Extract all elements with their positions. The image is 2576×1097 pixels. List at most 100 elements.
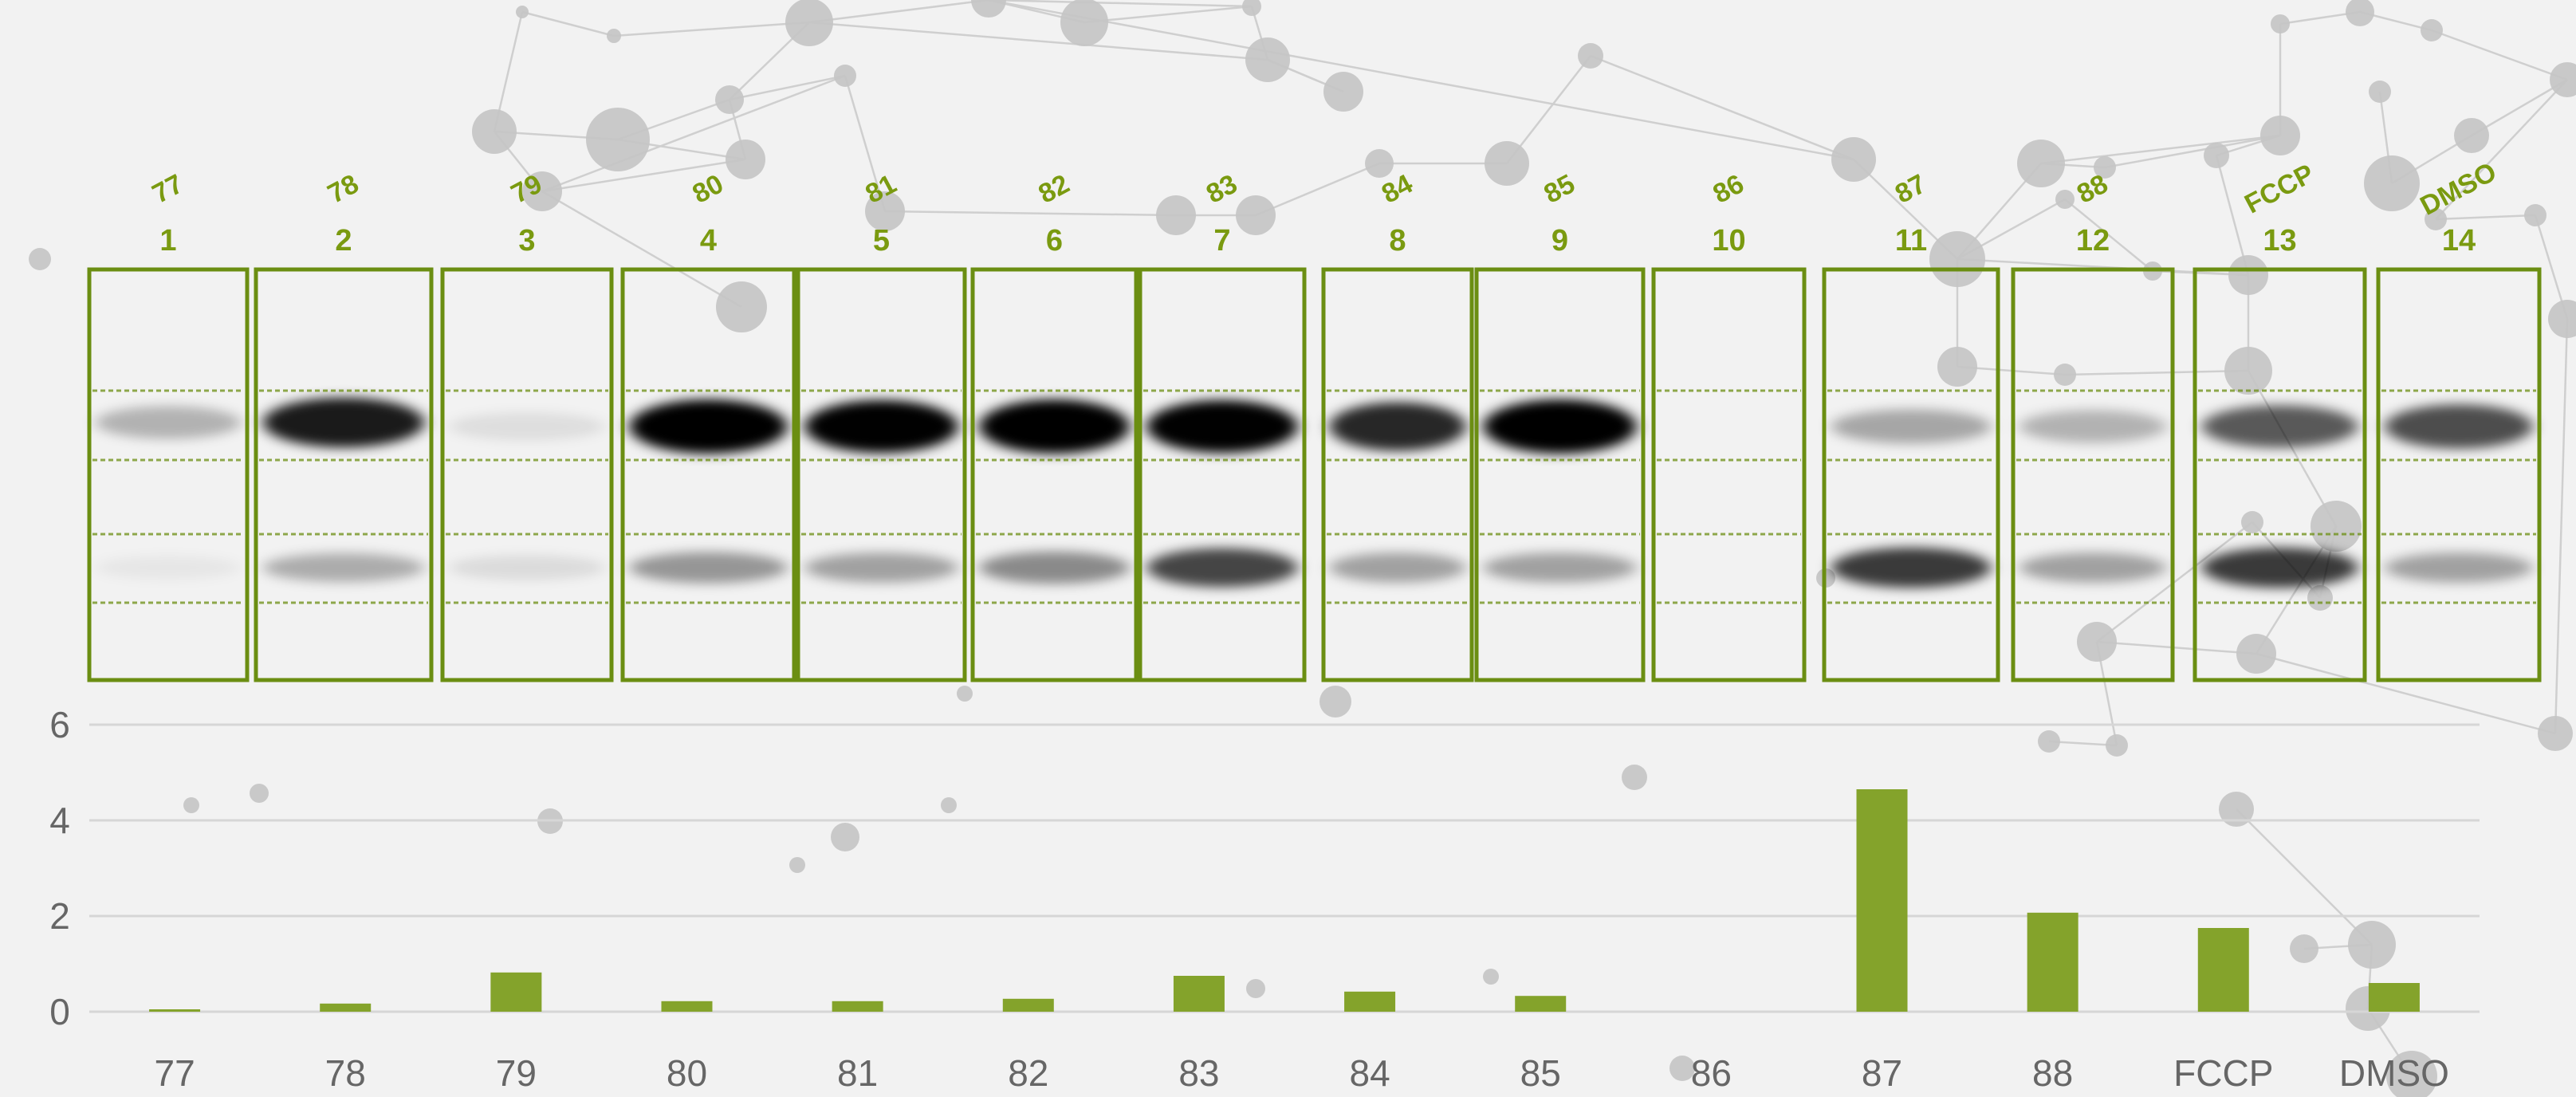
- network-node: [607, 29, 621, 43]
- network-node: [941, 797, 957, 813]
- network-node: [2524, 204, 2547, 226]
- network-edge: [541, 190, 742, 309]
- network-node: [250, 784, 269, 803]
- bar-87: [1856, 789, 1908, 1012]
- network-node: [2421, 19, 2443, 41]
- network-edge: [2215, 155, 2250, 276]
- band-lower-12: [2020, 552, 2166, 583]
- network-edge: [2431, 29, 2568, 81]
- network-node: [834, 65, 856, 87]
- band-upper-7: [1146, 399, 1298, 454]
- network-node: [516, 6, 529, 18]
- network-node: [2311, 501, 2362, 552]
- network-node: [2224, 347, 2272, 395]
- network-edge: [613, 21, 810, 37]
- band-lower-7: [1146, 548, 1298, 588]
- lane-box-7: [1138, 267, 1307, 682]
- network-edge: [1506, 55, 1591, 164]
- network-edge: [541, 74, 846, 193]
- network-node: [716, 281, 767, 332]
- network-nodes: [29, 0, 2576, 1097]
- x-tick-label: 80: [667, 1052, 707, 1094]
- network-edge: [2048, 740, 2118, 747]
- network-node: [865, 191, 905, 231]
- lane-sample-label: 85: [1539, 168, 1579, 209]
- y-tick-label: 2: [49, 895, 70, 937]
- blot-guide-lines: [92, 389, 2536, 604]
- network-edge: [2236, 808, 2373, 946]
- lane-number-label: 6: [1046, 224, 1063, 258]
- band-upper-12: [2020, 410, 2166, 443]
- network-node: [971, 0, 1006, 18]
- network-edge: [844, 75, 887, 212]
- x-tick-label: DMSO: [2339, 1052, 2449, 1094]
- network-edge: [2064, 199, 2153, 272]
- x-tick-label: 83: [1178, 1052, 1219, 1094]
- bar-DMSO: [2368, 983, 2420, 1012]
- network-node: [472, 109, 517, 154]
- lane-sample-label: 86: [1708, 168, 1748, 209]
- x-axis-ticks: 77 78 79 80 81 82 83 84 85 86 87 88 FCCP DMSO: [154, 1052, 2448, 1094]
- network-edge: [2554, 318, 2569, 734]
- band-lower-13: [2201, 547, 2358, 588]
- network-edge: [2247, 370, 2338, 527]
- lane-number-label: 5: [873, 224, 890, 258]
- network-node: [1669, 1056, 1695, 1081]
- band-lower-6: [979, 551, 1130, 584]
- network-edge: [884, 210, 1177, 217]
- network-node: [1937, 347, 1977, 387]
- network-node: [2204, 143, 2229, 168]
- network-node: [1929, 231, 1985, 287]
- x-tick-label: 86: [1691, 1052, 1732, 1094]
- network-node: [1365, 149, 1394, 178]
- x-tick-label: 81: [837, 1052, 878, 1094]
- lane-box-1: [87, 267, 250, 682]
- network-node: [2271, 14, 2290, 33]
- network-node: [2241, 511, 2263, 533]
- network-node: [789, 857, 805, 873]
- network-edge: [2255, 652, 2556, 735]
- network-edge: [1255, 162, 1380, 217]
- network-node: [2260, 116, 2300, 155]
- network-edge: [2435, 214, 2536, 221]
- lane-box-9: [1474, 267, 1646, 682]
- band-upper-6: [979, 399, 1130, 454]
- network-node: [2307, 585, 2333, 611]
- bar-82: [1002, 998, 1054, 1012]
- lane-number-label: 8: [1389, 224, 1406, 258]
- band-upper-9: [1483, 399, 1637, 454]
- network-node: [2054, 364, 2076, 386]
- lane-sample-label: 81: [860, 168, 901, 209]
- lane-box-3: [440, 267, 614, 682]
- lane-boxes: [87, 267, 2542, 682]
- network-edge: [541, 158, 746, 193]
- network-edge: [988, 0, 1854, 161]
- bar-78: [320, 1003, 372, 1012]
- network-node: [726, 140, 765, 179]
- band-upper-13: [2201, 405, 2358, 448]
- network-node: [29, 248, 51, 270]
- network-node: [1245, 37, 1290, 82]
- lane-sample-label: 78: [323, 168, 364, 209]
- network-node: [2055, 190, 2075, 209]
- network-edge: [808, 21, 1268, 61]
- x-tick-label: 88: [2032, 1052, 2073, 1094]
- lane-number-label: 1: [159, 224, 176, 258]
- lane-sample-label: 80: [687, 168, 728, 209]
- y-axis-ticks: 0 2 4 6: [49, 704, 70, 1032]
- lane-box-13: [2193, 267, 2367, 682]
- bar-88: [2027, 912, 2078, 1012]
- network-edge: [2064, 369, 2249, 376]
- bar-79: [490, 972, 542, 1012]
- lane-sample-label: 82: [1033, 168, 1074, 209]
- network-node: [2038, 730, 2060, 753]
- bar-77: [149, 1009, 201, 1012]
- band-lower-14: [2385, 552, 2533, 583]
- band-lower-3: [449, 555, 605, 580]
- lane-number-label: 10: [1712, 224, 1745, 258]
- network-node: [522, 171, 562, 211]
- network-node: [1156, 195, 1196, 235]
- band-upper-14: [2385, 404, 2533, 449]
- lane-box-8: [1321, 267, 1474, 682]
